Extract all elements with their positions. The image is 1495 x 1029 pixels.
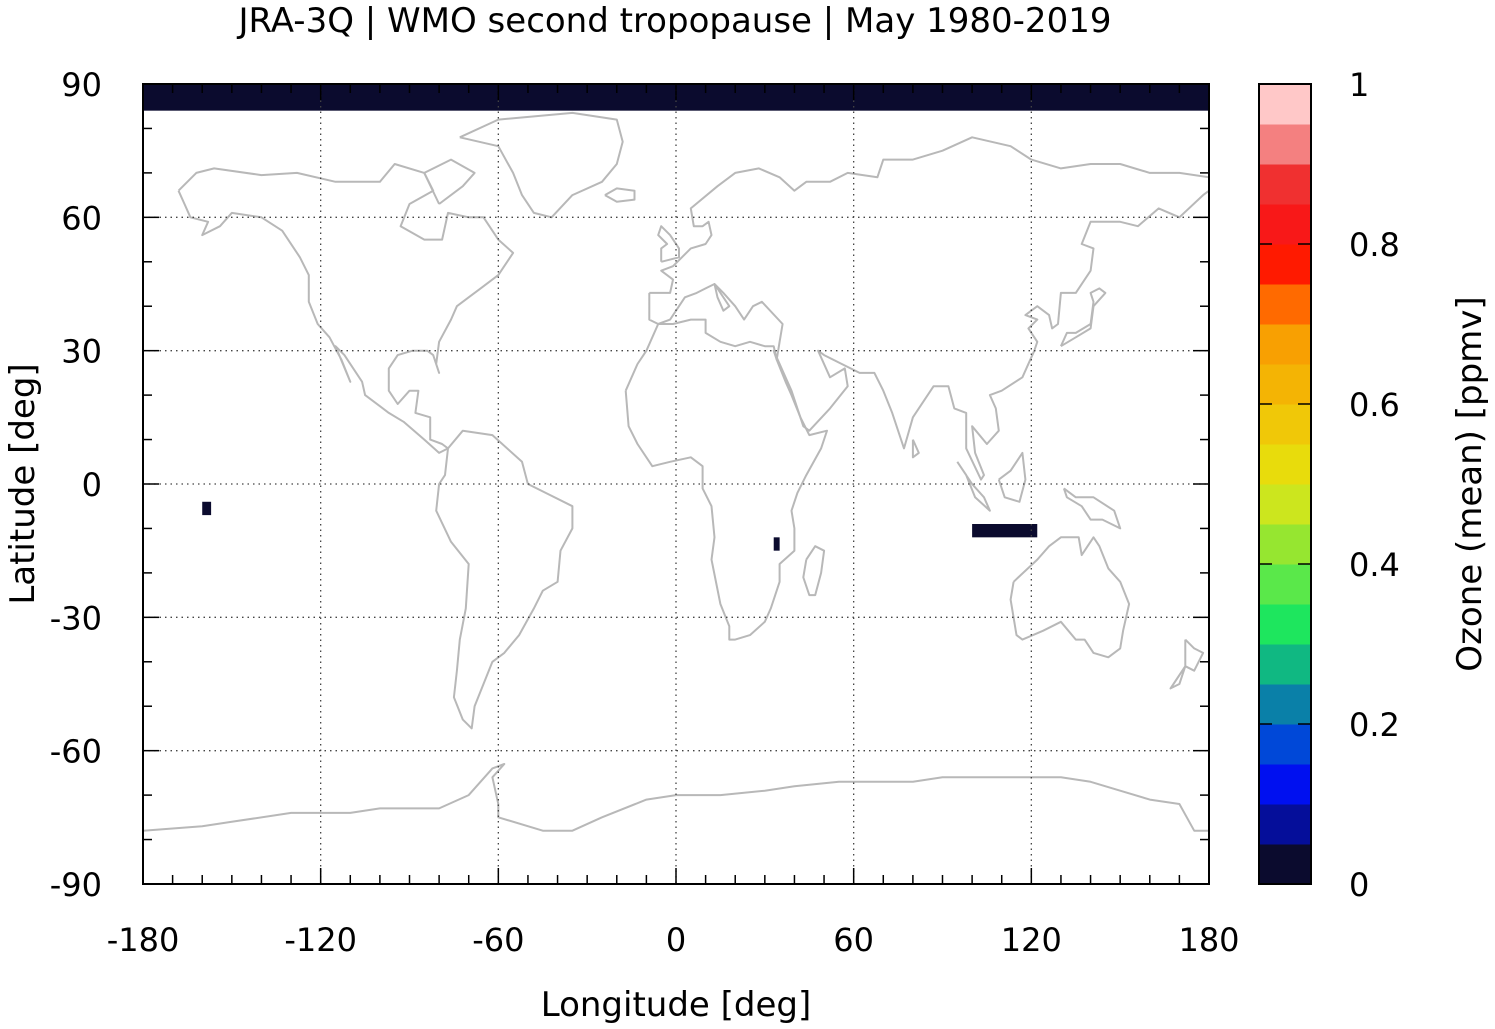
coastline-new-guinea — [1062, 487, 1122, 530]
plot-axes: -180 -120 -60 0 60 120 180 90 60 30 0 -30 -60 -90 — [50, 66, 1240, 959]
colorbar-segment — [1259, 724, 1311, 765]
x-tick-label: 180 — [1178, 921, 1239, 959]
coastline-sri-lanka — [911, 439, 920, 459]
chart-title: JRA-3Q | WMO second tropopause | May 198… — [237, 1, 1112, 41]
colorbar-tick-label: 0.2 — [1349, 706, 1400, 744]
coastline-baffin — [423, 158, 476, 205]
colorbar-tick-label: 1 — [1349, 66, 1369, 104]
coastline-great-britain — [657, 225, 680, 263]
colorbar-segment — [1259, 764, 1311, 805]
y-tick-label: -90 — [50, 866, 102, 904]
colorbar-segment — [1259, 844, 1311, 885]
colorbar-label: Ozone (mean) [ppmv] — [1450, 296, 1490, 671]
coastline-new-zealand — [1169, 638, 1205, 690]
x-tick-label: 120 — [1001, 921, 1062, 959]
y-tick-label: -60 — [50, 733, 102, 771]
colorbar-tick-label: 0.6 — [1349, 386, 1400, 424]
colorbar-segment — [1259, 804, 1311, 845]
y-axis-label: Latitude [deg] — [3, 363, 43, 604]
colorbar-segment — [1259, 324, 1311, 365]
coastline-sumatra — [956, 461, 991, 512]
coastline-north-america — [177, 163, 515, 454]
colorbar-segment — [1259, 364, 1311, 405]
x-tick-label: -60 — [472, 921, 524, 959]
x-tick-label: -120 — [284, 921, 357, 959]
colorbar-tick-label: 0.8 — [1349, 226, 1400, 264]
colorbar-segment — [1259, 524, 1311, 565]
coastline-greenland — [459, 111, 624, 219]
colorbar-segment — [1259, 484, 1311, 525]
x-tick-label: -180 — [107, 921, 180, 959]
coastline-south-america — [435, 429, 574, 730]
x-tick-label: 60 — [833, 921, 874, 959]
colorbar-segment — [1259, 84, 1311, 125]
coastline-map — [143, 111, 1209, 832]
y-tick-label: 30 — [61, 333, 102, 371]
colorbar-segment — [1259, 564, 1311, 605]
data-region-2 — [773, 537, 780, 551]
colorbar: 0 0.2 0.4 0.6 0.8 1 — [1258, 66, 1400, 904]
colorbar-segment — [1259, 444, 1311, 485]
grid-lines — [143, 84, 1209, 884]
colorbar-tick-label: 0.4 — [1349, 546, 1400, 584]
coastline-japan — [1059, 287, 1107, 348]
coastline-borneo — [997, 451, 1027, 503]
data-region-3 — [972, 524, 1038, 538]
colorbar-frame — [1258, 83, 1312, 885]
data-region-1 — [202, 501, 212, 516]
y-tick-label: -30 — [50, 599, 102, 637]
colorbar-segment — [1259, 284, 1311, 325]
x-axis-label: Longitude [deg] — [541, 985, 812, 1025]
coastline-australia — [1009, 536, 1131, 659]
y-tick-label: 60 — [61, 199, 102, 237]
y-tick-label: 0 — [82, 466, 102, 504]
colorbar-segment — [1259, 204, 1311, 245]
coastline-iceland — [604, 187, 636, 203]
coastline-africa — [624, 318, 828, 641]
colorbar-segment — [1259, 124, 1311, 165]
colorbar-segment — [1259, 644, 1311, 685]
colorbar-segment — [1259, 244, 1311, 285]
y-tick-label: 90 — [61, 66, 102, 104]
coastline-madagascar — [802, 545, 826, 597]
colorbar-segment — [1259, 684, 1311, 725]
colorbar-segment — [1259, 604, 1311, 645]
colorbar-segment — [1259, 404, 1311, 445]
coastline-eurasia — [648, 136, 1209, 481]
coastline-antarctica — [143, 763, 1209, 832]
colorbar-segment — [1259, 164, 1311, 205]
colorbar-tick-label: 0 — [1349, 866, 1369, 904]
x-tick-label: 0 — [666, 921, 686, 959]
